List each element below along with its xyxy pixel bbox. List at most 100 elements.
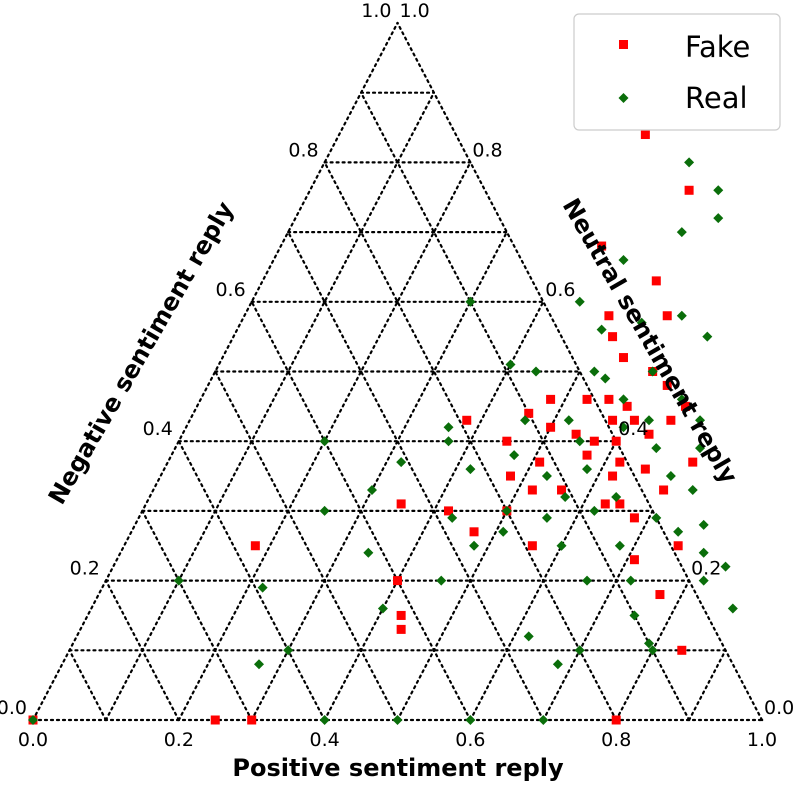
grid-line-a <box>104 91 436 722</box>
point-fake <box>604 394 614 404</box>
point-fake <box>611 436 621 446</box>
point-fake <box>608 415 618 425</box>
legend-marker-fake <box>619 40 628 49</box>
point-fake <box>546 422 556 432</box>
point-real <box>647 366 658 377</box>
point-real <box>436 575 447 586</box>
point-real <box>319 505 330 516</box>
axis-title-negative: Negative sentiment reply <box>43 197 240 510</box>
point-real <box>636 317 647 328</box>
point-fake <box>502 436 512 446</box>
point-real <box>611 491 622 502</box>
tick-label-negative: 1.0 <box>361 0 391 22</box>
point-real <box>596 324 607 335</box>
point-real <box>173 575 184 586</box>
grid-line-c <box>287 231 545 722</box>
point-real <box>713 213 724 224</box>
point-fake <box>557 485 567 495</box>
point-real <box>698 575 709 586</box>
point-fake <box>462 415 472 425</box>
point-real <box>465 296 476 307</box>
point-real <box>498 526 509 537</box>
point-real <box>600 373 611 384</box>
point-real <box>443 436 454 447</box>
point-real <box>614 540 625 551</box>
point-fake <box>622 401 632 411</box>
point-fake <box>655 590 665 600</box>
point-fake <box>527 485 537 495</box>
point-real <box>531 366 542 377</box>
point-real <box>509 450 520 461</box>
tick-label-negative: 0.8 <box>288 139 318 161</box>
point-real <box>651 512 662 523</box>
point-fake <box>247 715 257 725</box>
point-fake <box>600 499 610 509</box>
point-real <box>538 715 549 725</box>
legend-label-real: Real <box>685 81 748 115</box>
point-fake <box>662 380 672 390</box>
tick-labels: 0.0 0.2 0.4 0.6 0.8 1.0 1.0 0.8 0.6 0.4 0.2 0.0 0.0 0… <box>0 0 794 751</box>
point-real <box>647 645 658 656</box>
point-real <box>582 464 593 475</box>
point-real <box>363 547 374 558</box>
point-real <box>625 575 636 586</box>
tick-label-neutral: 0.8 <box>472 139 502 161</box>
point-real <box>582 575 593 586</box>
point-fake <box>608 471 618 481</box>
point-real <box>447 512 458 523</box>
point-real <box>629 610 640 621</box>
point-fake <box>505 471 515 481</box>
point-fake <box>608 332 618 342</box>
point-real <box>644 415 655 426</box>
tick-label-neutral: 0.2 <box>691 558 721 580</box>
point-fake <box>629 513 639 523</box>
point-real <box>713 185 724 196</box>
point-fake <box>651 276 661 286</box>
point-real <box>253 659 264 670</box>
point-real <box>283 645 294 656</box>
tick-label-positive: 0.8 <box>601 729 631 751</box>
point-real <box>698 547 709 558</box>
point-fake <box>597 241 607 251</box>
tick-label-negative: 0.6 <box>215 279 245 301</box>
tick-label-positive: 0.6 <box>455 729 485 751</box>
tick-label-neutral: 1.0 <box>400 0 430 22</box>
point-fake <box>535 457 545 467</box>
point-real <box>644 638 655 649</box>
point-fake <box>396 499 406 509</box>
point-real <box>676 227 687 238</box>
point-fake <box>680 401 690 411</box>
point-real <box>574 296 585 307</box>
tick-label-positive: 0.4 <box>309 729 339 751</box>
grid-line-c <box>359 91 691 722</box>
point-real <box>501 505 512 516</box>
point-real <box>465 715 476 725</box>
grid-line-c <box>214 370 399 722</box>
point-real <box>465 464 476 475</box>
point-real <box>618 422 629 433</box>
grid-line-c <box>396 21 764 722</box>
point-real <box>541 512 552 523</box>
point-fake <box>444 506 454 516</box>
point-fake <box>524 408 534 418</box>
point-real <box>589 366 600 377</box>
point-fake <box>396 624 406 634</box>
point-fake <box>640 464 650 474</box>
point-real <box>618 254 629 265</box>
grid-line-c <box>177 440 326 722</box>
point-real <box>698 519 709 530</box>
point-real <box>687 484 698 495</box>
point-real <box>28 715 38 725</box>
point-fake <box>589 436 599 446</box>
point-fake <box>469 527 479 537</box>
point-fake <box>393 576 402 586</box>
grid-line-a <box>250 231 508 722</box>
point-real <box>665 471 676 482</box>
point-fake <box>604 311 614 321</box>
tick-label-positive: 0.2 <box>164 729 194 751</box>
point-real <box>505 359 516 370</box>
grid-line-a <box>396 370 581 722</box>
point-fake <box>688 457 698 467</box>
point-real <box>702 331 713 342</box>
